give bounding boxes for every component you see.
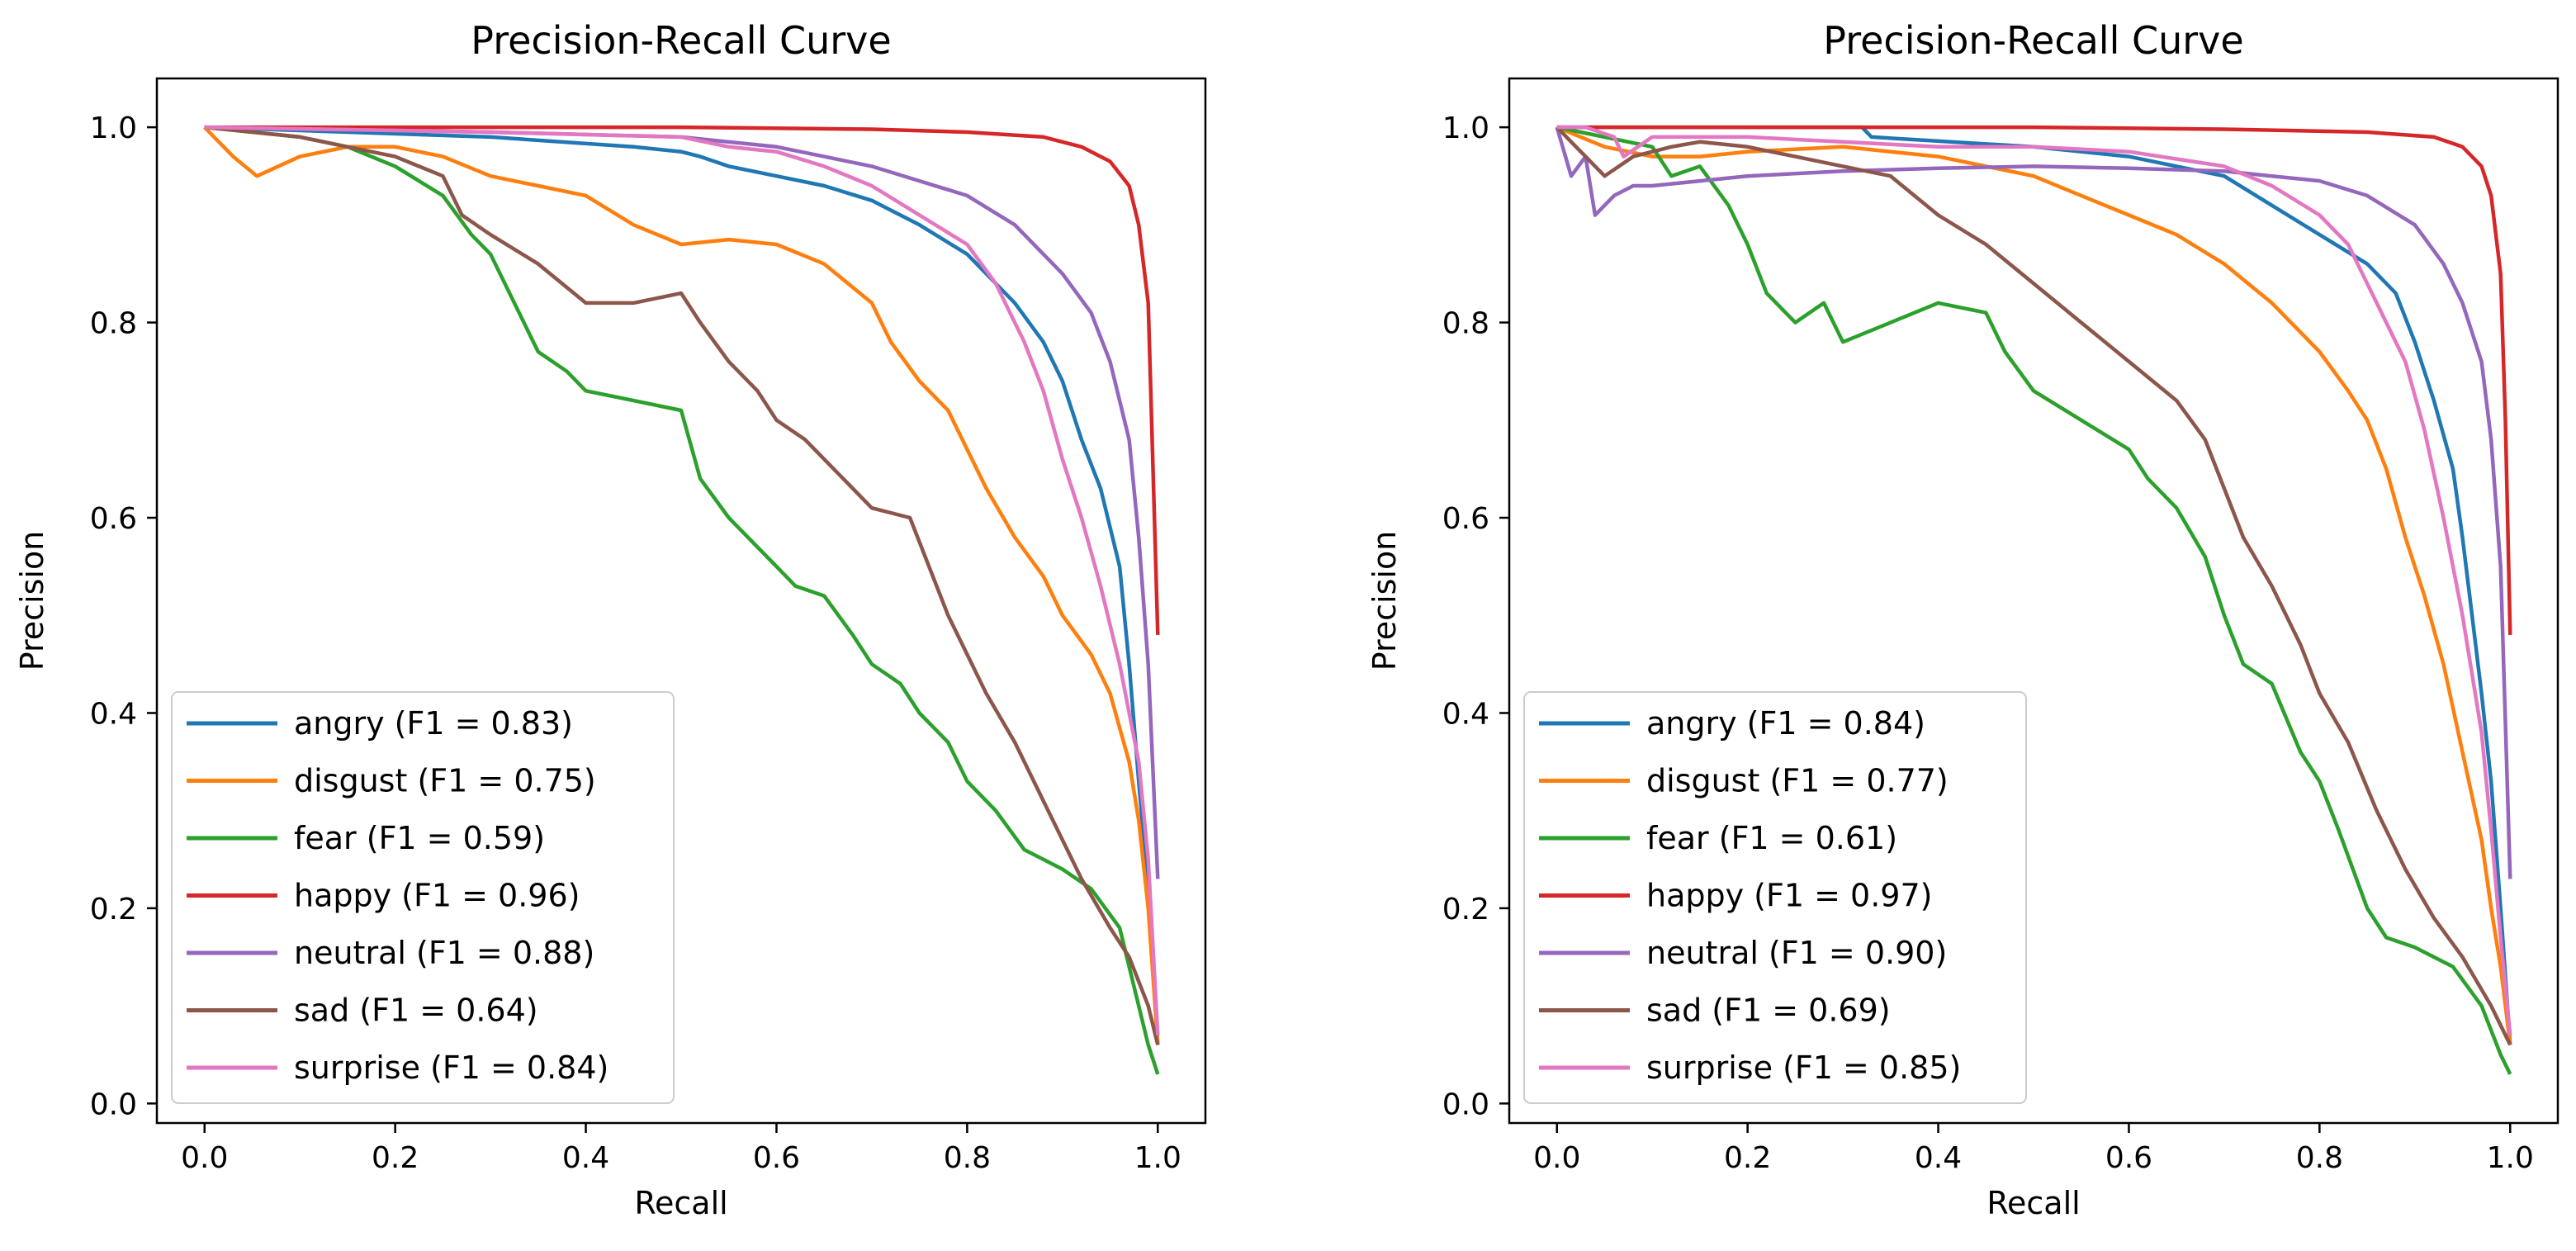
x-tick-label: 0.2	[1724, 1141, 1771, 1175]
x-axis-label: Recall	[634, 1185, 727, 1221]
series-line-sad	[204, 125, 1160, 1045]
y-tick-label: 0.8	[90, 307, 137, 341]
legend: angry (F1 = 0.83) disgust (F1 = 0.75) fear…	[171, 691, 675, 1104]
y-tick-label: 0.4	[90, 697, 137, 731]
x-tick-label: 0.4	[1915, 1141, 1962, 1175]
pr-chart-left: 0.0 0.2 0.4 0.6 0.8 1.0 0.0 0.2 0.4 0.6 0.8 1.0 Prec…	[14, 18, 1207, 1221]
legend-item: angry (F1 = 0.84)	[1539, 705, 1925, 742]
legend-item: angry (F1 = 0.83)	[187, 705, 573, 742]
y-tick-label: 0.0	[90, 1088, 137, 1121]
y-tick-label: 1.0	[90, 111, 137, 145]
axes-frame	[1508, 77, 2559, 1125]
y-tick-label: 0.6	[1442, 502, 1489, 536]
chart-title: Precision-Recall Curve	[1823, 18, 2243, 63]
legend-item: fear (F1 = 0.59)	[187, 820, 545, 856]
x-tick-label: 0.4	[562, 1141, 609, 1175]
x-axis-label: Recall	[1986, 1185, 2080, 1221]
legend-label: neutral (F1 = 0.88)	[294, 935, 594, 971]
series-line-neutral	[1555, 126, 2512, 879]
series-line-sad	[1556, 126, 2512, 1046]
legend: angry (F1 = 0.84) disgust (F1 = 0.77) fear…	[1523, 691, 2027, 1104]
series-line-surprise	[204, 125, 1160, 1035]
chart-title: Precision-Recall Curve	[471, 18, 891, 63]
y-tick-label: 0.6	[90, 502, 137, 536]
legend-label: fear (F1 = 0.59)	[294, 820, 545, 856]
series-lines	[1555, 125, 2512, 1075]
y-tick-label: 0.8	[1442, 307, 1489, 341]
y-ticks: 0.0 0.2 0.4 0.6 0.8 1.0	[1442, 111, 1509, 1121]
legend-label: fear (F1 = 0.61)	[1646, 820, 1897, 856]
x-ticks: 0.0 0.2 0.4 0.6 0.8 1.0	[1533, 1123, 2534, 1175]
series-line-fear	[204, 125, 1160, 1075]
series-line-disgust	[203, 126, 1160, 1045]
legend-item: neutral (F1 = 0.90)	[1539, 935, 1947, 971]
series-line-surprise	[1556, 125, 2512, 1035]
series-line-happy	[1556, 125, 2512, 635]
legend-label: disgust (F1 = 0.75)	[294, 763, 596, 799]
legend-label: happy (F1 = 0.96)	[294, 878, 580, 914]
x-tick-label: 0.0	[181, 1141, 228, 1175]
legend-item: disgust (F1 = 0.75)	[187, 763, 596, 799]
pr-chart-right: 0.0 0.2 0.4 0.6 0.8 1.0 0.0 0.2 0.4 0.6 0.8 1.0 Prec…	[1366, 18, 2559, 1221]
legend-label: surprise (F1 = 0.85)	[1646, 1050, 1961, 1086]
legend-label: angry (F1 = 0.83)	[294, 705, 573, 742]
x-tick-label: 0.2	[372, 1141, 419, 1175]
x-tick-label: 0.8	[2296, 1141, 2343, 1175]
series-line-neutral	[204, 125, 1160, 879]
series-line-disgust	[1556, 126, 2512, 1045]
legend-label: sad (F1 = 0.64)	[294, 993, 538, 1029]
axes-frame	[155, 77, 1207, 1125]
y-tick-label: 0.4	[1442, 697, 1489, 731]
series-line-happy	[204, 125, 1160, 635]
legend-label: happy (F1 = 0.97)	[1646, 878, 1932, 914]
series-lines	[203, 125, 1160, 1075]
y-axis-label: Precision	[1366, 531, 1403, 671]
x-ticks: 0.0 0.2 0.4 0.6 0.8 1.0	[181, 1123, 1181, 1175]
x-tick-label: 1.0	[2487, 1141, 2534, 1175]
y-ticks: 0.0 0.2 0.4 0.6 0.8 1.0	[90, 111, 157, 1121]
legend-item: disgust (F1 = 0.77)	[1539, 763, 1949, 799]
legend-label: disgust (F1 = 0.77)	[1646, 763, 1949, 799]
y-tick-label: 1.0	[1442, 111, 1489, 145]
x-tick-label: 1.0	[1134, 1141, 1181, 1175]
x-tick-label: 0.0	[1533, 1141, 1580, 1175]
legend-label: angry (F1 = 0.84)	[1646, 705, 1925, 742]
series-line-angry	[204, 125, 1160, 1045]
x-tick-label: 0.6	[753, 1141, 800, 1175]
x-tick-label: 0.8	[944, 1141, 991, 1175]
y-axis-label: Precision	[14, 531, 50, 671]
legend-item: surprise (F1 = 0.85)	[1539, 1050, 1961, 1086]
legend-item: sad (F1 = 0.69)	[1539, 993, 1891, 1029]
y-tick-label: 0.0	[1442, 1088, 1489, 1121]
legend-box	[1523, 691, 2027, 1104]
legend-item: sad (F1 = 0.64)	[187, 993, 538, 1029]
x-tick-label: 0.6	[2105, 1141, 2152, 1175]
legend-label: surprise (F1 = 0.84)	[294, 1050, 608, 1086]
legend-item: happy (F1 = 0.96)	[187, 878, 580, 914]
legend-item: neutral (F1 = 0.88)	[187, 935, 594, 971]
legend-label: neutral (F1 = 0.90)	[1646, 935, 1947, 971]
legend-label: sad (F1 = 0.69)	[1646, 993, 1891, 1029]
legend-item: fear (F1 = 0.61)	[1539, 820, 1897, 856]
legend-item: happy (F1 = 0.97)	[1539, 878, 1932, 914]
legend-item: surprise (F1 = 0.84)	[187, 1050, 608, 1086]
y-tick-label: 0.2	[90, 893, 137, 926]
legend-box	[171, 691, 675, 1104]
y-tick-label: 0.2	[1442, 893, 1489, 926]
series-line-fear	[1556, 125, 2512, 1075]
